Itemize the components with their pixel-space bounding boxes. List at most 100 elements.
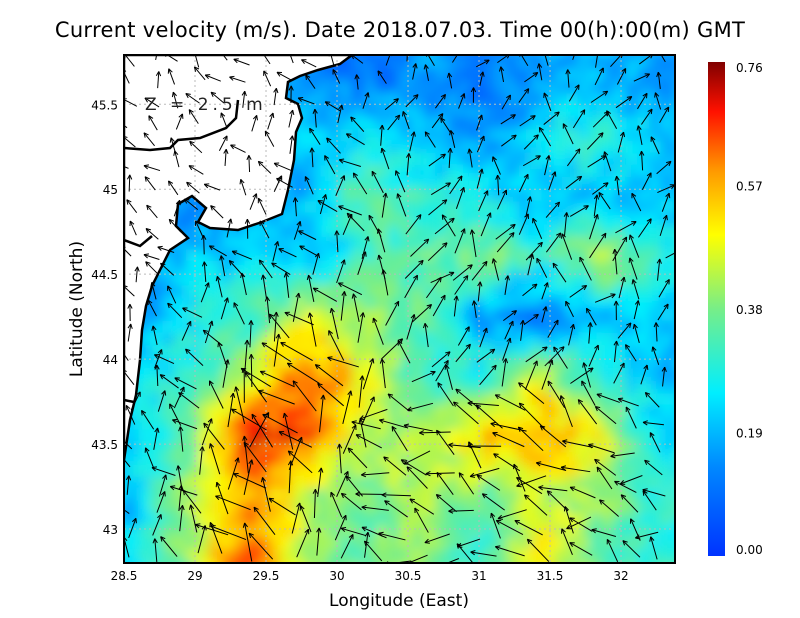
heat-cell [375, 345, 389, 358]
heat-cell [292, 333, 306, 346]
heat-cell [351, 273, 365, 286]
heat-cell [221, 249, 234, 262]
heat-cell [316, 345, 330, 358]
heat-cell [161, 537, 175, 550]
heat-cell [185, 273, 199, 286]
velocity-arrow [219, 255, 226, 277]
heat-cell [470, 213, 484, 226]
heat-cell [458, 489, 472, 502]
velocity-arrow [467, 148, 473, 168]
heat-cell [328, 201, 342, 214]
heat-cell [554, 69, 568, 82]
colorbar-tick-label: 0.00 [736, 543, 763, 557]
heat-cell [589, 55, 603, 58]
heat-cell [542, 537, 556, 550]
heat-cell [197, 537, 211, 550]
heat-cell [637, 345, 651, 358]
velocity-arrow [441, 214, 456, 237]
velocity-arrow [329, 307, 339, 340]
heat-cell [304, 153, 318, 166]
heat-cell [613, 501, 627, 514]
heat-cell [601, 93, 615, 106]
heat-cell [506, 549, 520, 562]
heat-cell [435, 55, 449, 58]
heat-cell [542, 393, 556, 406]
heat-cell [411, 357, 425, 370]
heat-cell [268, 453, 282, 466]
heat-cell [256, 237, 270, 250]
heat-cell [447, 261, 460, 274]
velocity-arrow [330, 491, 343, 518]
heat-cell [411, 237, 425, 250]
heat-cell [566, 189, 579, 202]
heat-cell [411, 441, 425, 454]
velocity-arrow [167, 68, 176, 85]
velocity-arrow [406, 314, 416, 340]
heat-cell [304, 453, 318, 466]
heat-cell [601, 201, 615, 214]
velocity-arrow [351, 420, 381, 430]
velocity-arrow [563, 506, 574, 534]
velocity-arrow [259, 220, 270, 239]
heat-cell [387, 369, 401, 382]
velocity-arrow [381, 192, 388, 218]
velocity-arrow [616, 68, 627, 85]
heat-cell [375, 177, 389, 190]
velocity-arrow [384, 500, 408, 518]
heat-cell [554, 105, 568, 118]
heat-cell [256, 345, 270, 358]
heat-cell [375, 201, 389, 214]
heat-cell [530, 441, 544, 454]
heat-cell [554, 57, 568, 70]
velocity-arrow [208, 245, 227, 257]
velocity-arrow [404, 259, 424, 279]
velocity-arrow [273, 311, 279, 342]
heat-cell [209, 357, 223, 370]
velocity-arrow [352, 172, 368, 195]
heat-cell [411, 321, 425, 334]
velocity-arrow [467, 400, 499, 406]
heat-cell [340, 369, 353, 382]
velocity-arrow [345, 133, 365, 146]
heat-cell [387, 309, 401, 322]
heat-cell [435, 525, 449, 538]
velocity-arrow [476, 135, 485, 153]
heat-cell [304, 381, 318, 394]
heat-cell [399, 153, 413, 166]
heat-cell [542, 549, 556, 562]
heat-cell [518, 525, 532, 538]
heat-cell [292, 525, 306, 538]
heat-cell [637, 333, 651, 346]
velocity-arrow [475, 59, 490, 68]
heat-cell [447, 189, 460, 202]
heat-cell [328, 477, 342, 490]
heat-cell [589, 357, 603, 370]
heat-cell [435, 105, 449, 118]
heat-cell [661, 69, 675, 82]
heat-cell [316, 201, 330, 214]
velocity-arrow [428, 153, 446, 167]
heat-cell [423, 549, 437, 562]
heat-cell [399, 81, 413, 94]
heat-cell [435, 129, 449, 142]
velocity-arrow [160, 262, 175, 276]
heat-cell [316, 141, 330, 154]
heat-cell [506, 369, 520, 382]
velocity-arrow [613, 362, 625, 384]
heat-cell [292, 477, 306, 490]
heat-cell [185, 429, 199, 442]
heat-cell [554, 81, 568, 94]
velocity-arrow [258, 389, 295, 405]
velocity-arrow [242, 435, 249, 474]
heat-cell [518, 321, 532, 334]
heat-cell [494, 249, 508, 262]
heat-cell [124, 513, 127, 526]
heat-cell [494, 129, 508, 142]
heat-cell [625, 261, 639, 274]
heat-cell [601, 393, 615, 406]
heat-cell [185, 309, 199, 322]
heat-cell [137, 429, 151, 442]
heat-cell [566, 465, 579, 478]
velocity-arrow [186, 181, 200, 194]
heat-cell [316, 441, 330, 454]
